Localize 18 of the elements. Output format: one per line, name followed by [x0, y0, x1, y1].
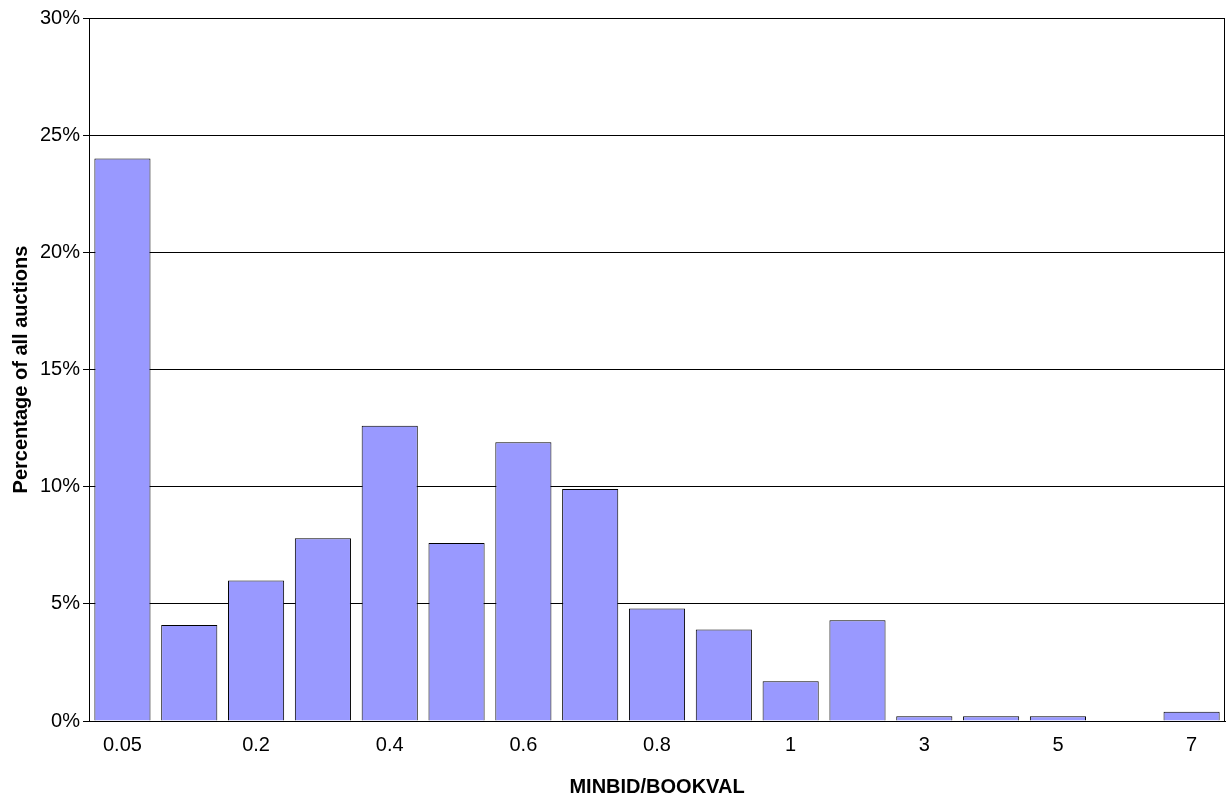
x-tick-label: 1: [785, 732, 797, 755]
y-tick-label: 25%: [40, 122, 81, 145]
y-tick-label: 0%: [51, 708, 81, 731]
x-tick-label: 3: [918, 732, 930, 755]
x-tick-label: 0.2: [242, 732, 270, 755]
y-axis-title: Percentage of all auctions: [8, 245, 31, 494]
x-tick-label: 5: [1052, 732, 1064, 755]
x-tick-label: 0.4: [375, 732, 404, 755]
x-tick-label: 0.6: [509, 732, 538, 755]
y-tick-label: 5%: [51, 591, 81, 614]
y-tick-label: 10%: [40, 474, 81, 497]
x-axis-title: MINBID/BOOKVAL: [569, 774, 745, 797]
y-tick-label: 30%: [40, 5, 81, 28]
y-tick-label: 20%: [40, 239, 81, 262]
x-tick-label: 0.05: [102, 732, 142, 755]
y-tick-label: 15%: [40, 357, 81, 380]
x-tick-label: 7: [1186, 732, 1198, 755]
x-tick-label: 0.8: [643, 732, 671, 755]
